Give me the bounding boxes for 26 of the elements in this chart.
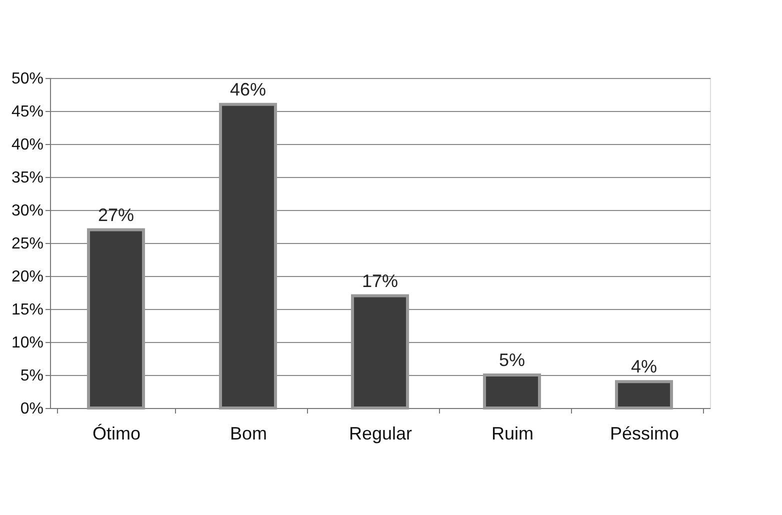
y-tick-label: 10% bbox=[11, 334, 44, 352]
y-tick-label: 50% bbox=[11, 70, 44, 88]
y-tick-label: 0% bbox=[20, 400, 44, 418]
bar bbox=[615, 380, 673, 410]
data-label: 17% bbox=[362, 270, 398, 291]
y-tick-label: 30% bbox=[11, 202, 44, 220]
data-label: 5% bbox=[498, 350, 526, 370]
y-tick-label: 40% bbox=[11, 136, 44, 154]
x-tick-label: Regular bbox=[348, 424, 412, 444]
data-label: 4% bbox=[630, 356, 658, 377]
bar bbox=[351, 294, 409, 410]
y-tick-label: 45% bbox=[11, 104, 44, 120]
y-tick-label: 5% bbox=[20, 368, 44, 384]
y-tick-label: 15% bbox=[11, 302, 44, 318]
y-tick-label: 20% bbox=[11, 268, 44, 286]
bar bbox=[483, 374, 541, 410]
x-tick-label: Ótimo bbox=[92, 424, 141, 444]
bar bbox=[87, 228, 145, 410]
y-tick-label: 25% bbox=[11, 236, 44, 252]
y-tick-label: 35% bbox=[11, 170, 44, 186]
bar bbox=[219, 102, 277, 410]
x-tick-label: Péssimo bbox=[610, 424, 680, 444]
x-tick-label: Ruim bbox=[491, 424, 534, 444]
data-label: 46% bbox=[230, 79, 266, 100]
x-tick-label: Bom bbox=[230, 424, 268, 444]
data-label: 27% bbox=[98, 204, 134, 225]
